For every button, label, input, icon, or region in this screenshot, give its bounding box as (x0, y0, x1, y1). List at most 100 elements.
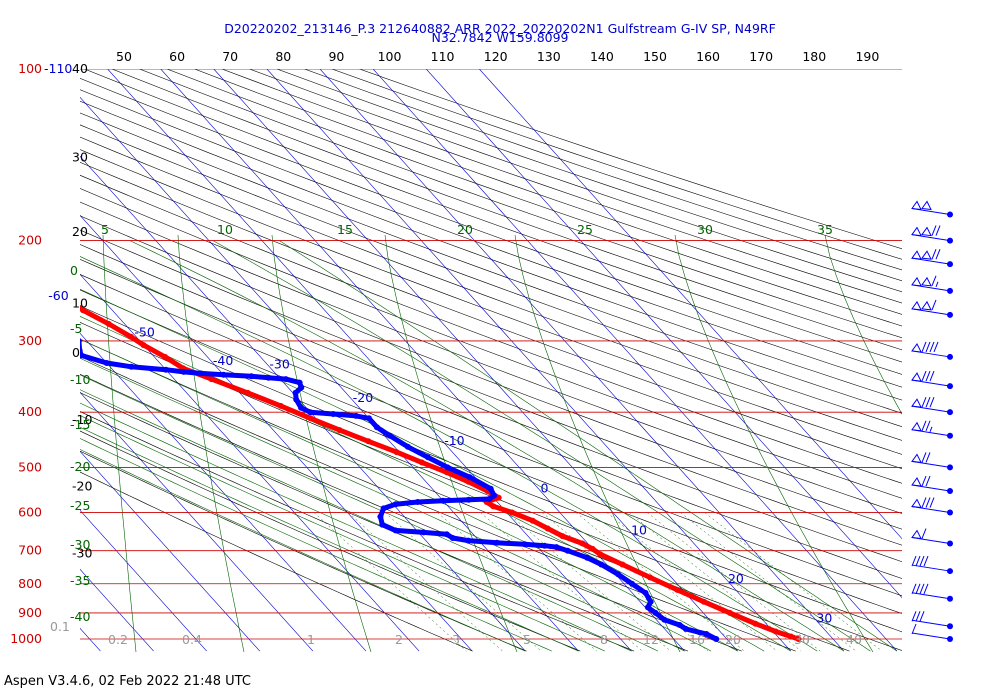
wind-barb-dot (947, 488, 953, 495)
top-axis-tick-label: 190 (855, 49, 879, 64)
dewpoint-profile-point (414, 499, 421, 505)
wind-barb (911, 420, 953, 439)
mixing-ratio-label: 2 (395, 632, 403, 647)
dewpoint-profile-point (676, 622, 683, 628)
temperature-profile-point (277, 402, 284, 409)
wind-barb-half (935, 281, 939, 288)
dewpoint-profile-point (307, 409, 314, 416)
isotherm-line (80, 273, 420, 652)
wind-barb-dot (947, 464, 953, 471)
chart-title: D20220202_213146_P.3 212640882 ARR 2022_… (224, 21, 776, 36)
isotherm-line (319, 69, 845, 652)
dry-adiabat-line (80, 430, 581, 652)
wind-barb-full (921, 475, 927, 487)
dewpoint-profile-point (647, 598, 654, 605)
dewpoint-profile-point (713, 636, 720, 642)
dry-adiabat-line (80, 392, 689, 652)
temperature-profile-point (162, 353, 168, 360)
top-axis-tick-label: 140 (590, 49, 614, 64)
dry-adiabat-line (80, 174, 902, 484)
wind-barb (911, 452, 953, 471)
wind-barb-full (923, 583, 929, 594)
dewpoint-profile-point (465, 496, 472, 503)
dewpoint-profile-point (292, 389, 299, 396)
wind-barb (911, 497, 953, 516)
dry-adiabat-line (80, 373, 742, 652)
theta-e-label: 15 (337, 222, 353, 237)
theta-e-line (177, 234, 245, 652)
dry-adiabat-line (80, 89, 902, 388)
wind-barb-pennant (911, 226, 922, 237)
wind-barb-dot (947, 353, 953, 360)
wind-barb-dot (947, 383, 953, 390)
wind-barb-column (911, 200, 953, 642)
wind-barb (911, 370, 953, 390)
mixing-ratio-label: 8 (600, 632, 608, 647)
dewpoint-profile-point (564, 547, 571, 554)
wind-barb-full (915, 583, 921, 594)
wind-barb-pennant (911, 200, 922, 211)
isotherm-label: 30 (816, 610, 832, 625)
moist-adiabat-line (80, 374, 685, 652)
top-axis-tick-label: 180 (802, 49, 826, 64)
wind-barb-full (919, 555, 925, 567)
dry-adiabat-line (111, 69, 902, 351)
dewpoint-profile-point (10, 303, 16, 309)
temperature-profile-point (365, 438, 372, 445)
temperature-profile-point (509, 509, 516, 516)
dewpoint-profile-point (298, 384, 305, 391)
mixing-ratio-label: 0.1 (50, 619, 70, 634)
wind-barb-full (919, 611, 925, 622)
pressure-tick-label: 700 (18, 543, 42, 558)
mixing-ratio-label: 30 (794, 632, 810, 647)
dewpoint-profile-point (584, 554, 591, 561)
dry-adiabat-line (80, 112, 902, 414)
wind-barb-dot (947, 311, 953, 318)
wind-barb (911, 555, 953, 575)
isotherm-line (0, 69, 47, 651)
wind-barb-pennant (911, 300, 922, 311)
moist-adiabat-line (129, 240, 845, 652)
mixing-ratio-label: 1 (307, 632, 315, 647)
dewpoint-profile-point (330, 411, 337, 417)
dry-adiabat-line (80, 100, 902, 401)
dewpoint-profile-point (392, 501, 399, 508)
pressure-tick-label: 400 (18, 404, 42, 419)
wind-barb-full (925, 396, 931, 408)
temperature-profile-point (307, 415, 314, 422)
wind-barb-full (929, 396, 935, 408)
dewpoint-profile-point (642, 589, 649, 596)
temperature-profile-point (752, 620, 759, 627)
wind-barb (911, 611, 953, 630)
wind-barb-full (925, 452, 931, 463)
dry-adiabat-line (80, 149, 902, 455)
wind-barb-full (929, 370, 935, 382)
dewpoint-profile-point (521, 541, 528, 548)
temperature-profile-point (140, 342, 147, 349)
wind-barb-pennant (921, 300, 932, 311)
dry-adiabat-label: 0 (70, 263, 78, 278)
dry-adiabat-label: -25 (70, 498, 90, 513)
wind-barb (911, 275, 953, 294)
top-axis-tick-label: 110 (431, 49, 455, 64)
wind-barb-full (925, 475, 931, 487)
theta-e-line (384, 234, 518, 652)
dewpoint-profile-point (373, 424, 380, 431)
dry-adiabat-line (80, 411, 635, 652)
dewpoint-profile-point (377, 513, 384, 520)
mixing-ratio-line (480, 512, 643, 652)
dry-adiabat-label: -30 (70, 537, 90, 552)
moist-adiabat-line (80, 389, 659, 652)
mixing-ratio-label: 40 (846, 632, 862, 647)
isotherm-line (80, 391, 314, 652)
dewpoint-profile-point (103, 360, 110, 366)
height-tick-label: 30 (72, 150, 88, 165)
dry-adiabat-label: -10 (70, 372, 90, 387)
dry-adiabat-line (80, 305, 902, 633)
isotherm-line (266, 69, 791, 652)
wind-barb-full (915, 611, 921, 622)
dewpoint-profile-point (386, 432, 393, 439)
wind-barb-pennant (921, 226, 932, 237)
wind-barb (911, 341, 953, 360)
